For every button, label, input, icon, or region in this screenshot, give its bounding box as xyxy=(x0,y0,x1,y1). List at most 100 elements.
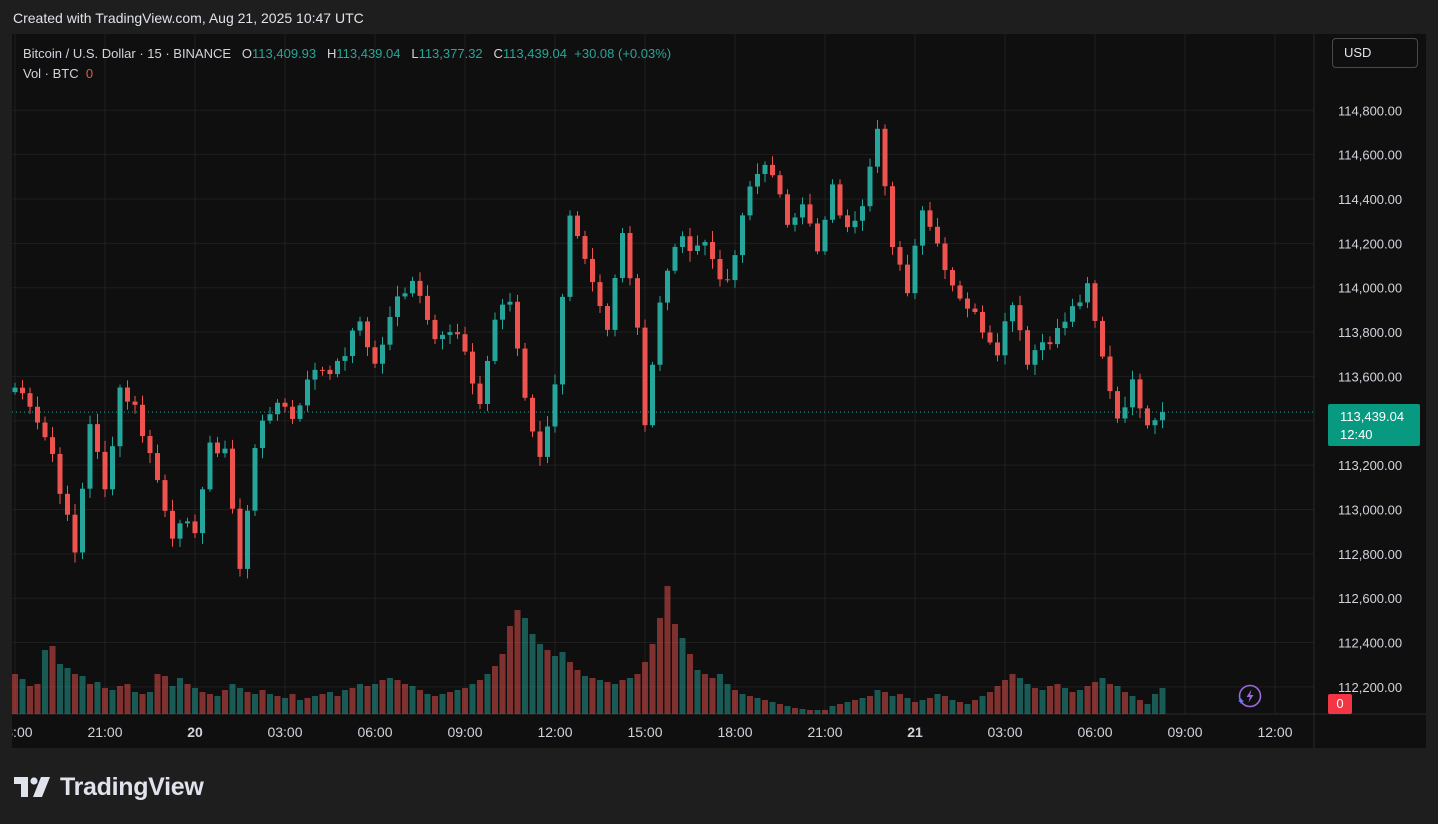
candle-body xyxy=(830,184,835,220)
candle-body xyxy=(500,304,505,320)
candle-body xyxy=(620,232,625,278)
candle-body xyxy=(837,184,843,216)
price-tick-label: 112,600.00 xyxy=(1338,591,1402,606)
candle-body xyxy=(785,194,790,225)
volume-bar xyxy=(1144,704,1151,714)
volume-bar xyxy=(672,624,678,714)
open-value: 113,409.93 xyxy=(252,46,317,61)
price-tick-label: 113,600.00 xyxy=(1338,369,1402,384)
volume-bar xyxy=(927,698,933,714)
time-tick-label: 21 xyxy=(907,724,923,740)
currency-button[interactable]: USD xyxy=(1332,38,1418,68)
candle-body xyxy=(897,247,903,265)
candle-body xyxy=(102,451,108,490)
volume-bar xyxy=(559,652,566,714)
volume-bar xyxy=(297,700,303,714)
candle-body xyxy=(252,448,258,511)
candles xyxy=(12,120,1165,579)
candle-body xyxy=(395,296,400,317)
volume-bar xyxy=(604,682,611,714)
volume-bar xyxy=(724,684,731,714)
volume-label[interactable]: Vol · BTC xyxy=(23,66,79,81)
volume-bar xyxy=(109,690,116,714)
time-tick-label: 06:00 xyxy=(1077,724,1112,740)
candle-body xyxy=(762,164,768,174)
volume-bar xyxy=(874,690,881,714)
chart-panel[interactable]: 112,200.00 112,400.00 112,600.00 112,800.00… xyxy=(12,34,1426,748)
candle-body xyxy=(155,453,160,481)
candle-body xyxy=(605,306,610,330)
volume-bar xyxy=(1129,696,1136,714)
volume-bar xyxy=(192,688,198,714)
close-value: 113,439.04 xyxy=(502,46,568,61)
volume-bar xyxy=(72,674,78,714)
candle-body xyxy=(860,206,865,221)
volume-bar xyxy=(897,694,903,714)
candle-body xyxy=(545,426,550,457)
candle-body xyxy=(1137,379,1143,409)
candle-body xyxy=(755,173,760,187)
volume-bar xyxy=(304,698,311,714)
candle-body xyxy=(935,226,940,244)
time-tick-label: 12:00 xyxy=(537,724,572,740)
volume-bar xyxy=(417,690,423,714)
volume-bar xyxy=(507,626,513,714)
candle-body xyxy=(65,493,70,515)
candle-body xyxy=(27,393,33,407)
candle-body xyxy=(1025,330,1030,365)
candle-body xyxy=(1107,356,1113,392)
candle-body xyxy=(335,360,340,375)
grid-lines xyxy=(12,34,1426,748)
volume-bar xyxy=(829,706,836,714)
volume-bar xyxy=(274,696,281,714)
volume-bar xyxy=(657,618,663,714)
volume-bar xyxy=(709,678,716,714)
candle-body xyxy=(297,405,303,419)
symbol-title[interactable]: Bitcoin / U.S. Dollar · 15 · BINANCE xyxy=(23,46,232,61)
volume-bar xyxy=(327,692,333,714)
candle-body xyxy=(1010,305,1015,322)
volume-bar xyxy=(852,700,858,714)
candle-body xyxy=(440,334,445,340)
candle-body xyxy=(447,332,453,335)
candle-body xyxy=(237,508,243,569)
candle-body xyxy=(725,279,730,281)
volume-bar xyxy=(859,698,866,714)
candle-body xyxy=(305,379,310,406)
volume-bar xyxy=(364,686,371,714)
candle-body xyxy=(342,356,348,361)
tradingview-brand[interactable]: TradingView xyxy=(14,773,204,801)
candle-body xyxy=(192,521,198,534)
tradingview-logo-icon xyxy=(14,777,50,797)
candle-body xyxy=(162,480,168,511)
candle-body xyxy=(537,431,543,457)
volume-bar xyxy=(349,688,356,714)
volume-bar xyxy=(1122,692,1128,714)
volume-bar xyxy=(484,674,491,714)
volume-bar xyxy=(379,680,386,714)
price-tick-label: 112,400.00 xyxy=(1338,636,1402,651)
volume-bar xyxy=(544,650,551,714)
volume-bar xyxy=(1092,682,1098,714)
candle-body xyxy=(492,319,498,361)
candle-body xyxy=(207,442,213,490)
price-tick-label: 114,400.00 xyxy=(1338,192,1402,207)
volume-bar xyxy=(162,676,168,714)
candle-body xyxy=(455,332,460,335)
lightning-bolt-icon[interactable] xyxy=(1238,684,1262,708)
candle-body xyxy=(402,293,408,297)
volume-bar xyxy=(882,692,888,714)
volume-bar xyxy=(439,694,446,714)
created-caption: Created with TradingView.com, Aug 21, 20… xyxy=(13,10,364,26)
candle-body xyxy=(350,330,355,357)
candlestick-chart[interactable]: 112,200.00 112,400.00 112,600.00 112,800.00… xyxy=(12,34,1426,748)
volume-bar xyxy=(627,678,633,714)
volume-bar xyxy=(1002,680,1008,714)
candle-body xyxy=(1100,320,1105,357)
candle-body xyxy=(912,245,918,294)
volume-bar xyxy=(267,694,273,714)
time-axis: 18:00 21:00 20 03:00 06:00 09:00 12:00 15:00 18:… xyxy=(12,724,1293,740)
candle-body xyxy=(147,436,153,454)
candle-body xyxy=(312,369,318,380)
candle-body xyxy=(627,232,633,279)
